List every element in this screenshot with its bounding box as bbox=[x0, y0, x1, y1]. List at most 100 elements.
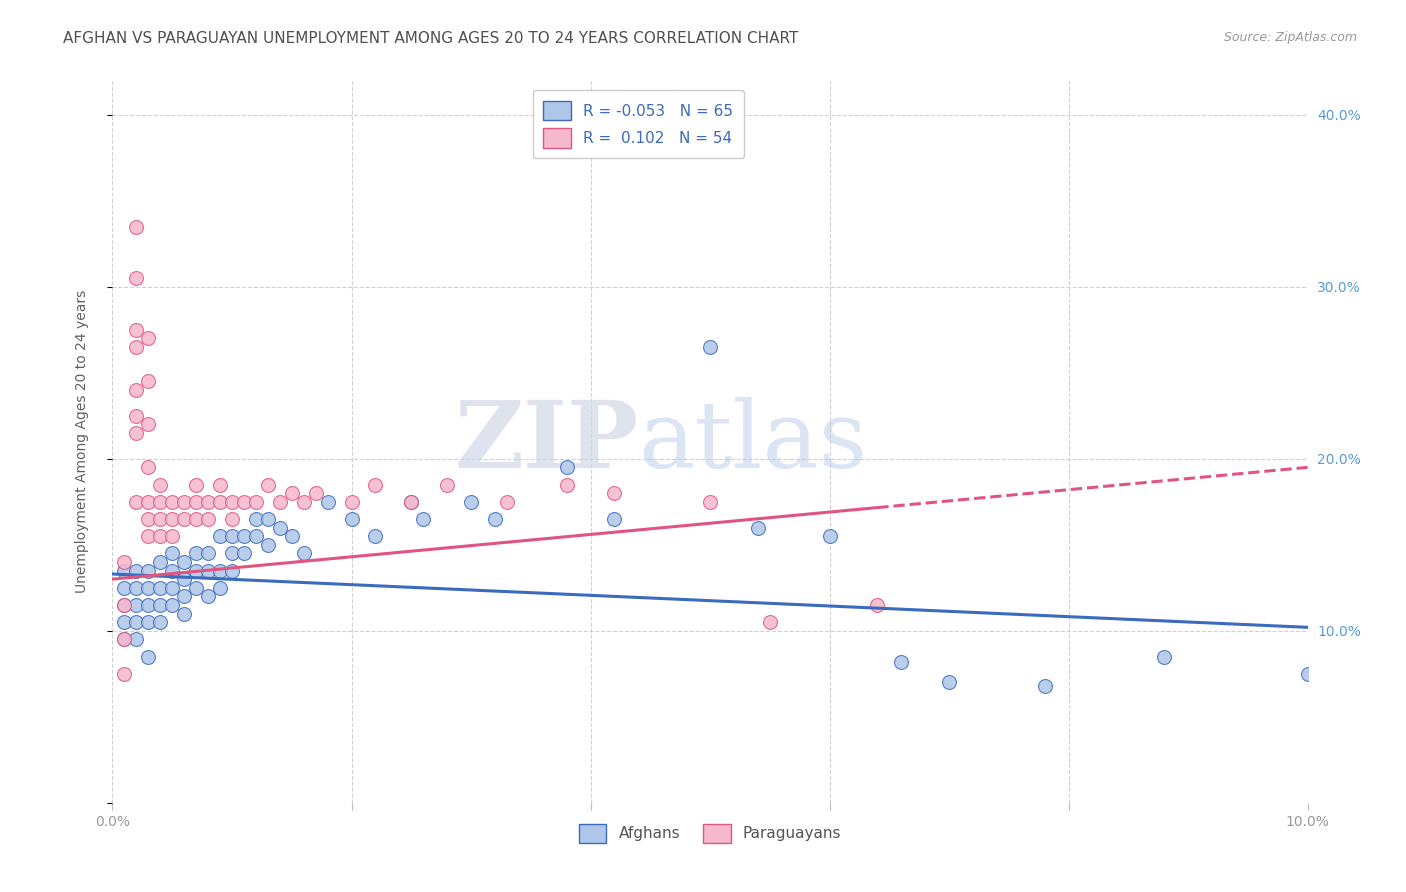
Point bbox=[149, 615, 172, 630]
Point bbox=[245, 529, 267, 543]
Point bbox=[603, 486, 626, 500]
Point bbox=[281, 486, 304, 500]
Point bbox=[866, 598, 889, 612]
Point bbox=[699, 340, 721, 354]
Point bbox=[114, 564, 135, 578]
Text: ZIP: ZIP bbox=[454, 397, 638, 486]
Point bbox=[221, 564, 243, 578]
Point bbox=[138, 512, 160, 526]
Point bbox=[138, 529, 160, 543]
Point bbox=[197, 494, 219, 508]
Point bbox=[162, 529, 183, 543]
Point bbox=[233, 494, 256, 508]
Point bbox=[603, 512, 626, 526]
Text: atlas: atlas bbox=[638, 397, 868, 486]
Point bbox=[340, 494, 363, 508]
Point bbox=[555, 460, 578, 475]
Point bbox=[316, 494, 339, 508]
Point bbox=[162, 598, 183, 612]
Point bbox=[138, 331, 160, 345]
Point bbox=[162, 494, 183, 508]
Point bbox=[173, 512, 195, 526]
Point bbox=[173, 607, 195, 621]
Point bbox=[173, 494, 195, 508]
Point bbox=[233, 529, 256, 543]
Point bbox=[364, 477, 387, 491]
Point bbox=[245, 512, 267, 526]
Point bbox=[138, 564, 160, 578]
Point bbox=[125, 425, 148, 440]
Point bbox=[197, 512, 219, 526]
Point bbox=[114, 666, 135, 681]
Point bbox=[496, 494, 519, 508]
Point bbox=[173, 555, 195, 569]
Text: AFGHAN VS PARAGUAYAN UNEMPLOYMENT AMONG AGES 20 TO 24 YEARS CORRELATION CHART: AFGHAN VS PARAGUAYAN UNEMPLOYMENT AMONG … bbox=[63, 31, 799, 46]
Point bbox=[292, 546, 315, 560]
Point bbox=[149, 494, 172, 508]
Point bbox=[401, 494, 423, 508]
Point bbox=[699, 494, 721, 508]
Point bbox=[138, 615, 160, 630]
Point bbox=[305, 486, 328, 500]
Point bbox=[209, 477, 232, 491]
Point bbox=[209, 494, 232, 508]
Point bbox=[149, 477, 172, 491]
Point bbox=[138, 494, 160, 508]
Point bbox=[197, 564, 219, 578]
Point bbox=[460, 494, 482, 508]
Legend: Afghans, Paraguayans: Afghans, Paraguayans bbox=[572, 817, 848, 849]
Point bbox=[114, 598, 135, 612]
Point bbox=[125, 494, 148, 508]
Point bbox=[114, 615, 135, 630]
Point bbox=[162, 512, 183, 526]
Point bbox=[186, 477, 208, 491]
Point bbox=[138, 417, 160, 432]
Point bbox=[173, 572, 195, 586]
Point bbox=[401, 494, 423, 508]
Point bbox=[149, 581, 172, 595]
Point bbox=[149, 598, 172, 612]
Point bbox=[149, 555, 172, 569]
Point bbox=[364, 529, 387, 543]
Point bbox=[162, 564, 183, 578]
Point bbox=[221, 546, 243, 560]
Point bbox=[818, 529, 841, 543]
Point bbox=[162, 546, 183, 560]
Point bbox=[1153, 649, 1175, 664]
Point bbox=[221, 512, 243, 526]
Point bbox=[209, 581, 232, 595]
Point bbox=[436, 477, 458, 491]
Text: Source: ZipAtlas.com: Source: ZipAtlas.com bbox=[1223, 31, 1357, 45]
Point bbox=[125, 615, 148, 630]
Point bbox=[257, 538, 280, 552]
Y-axis label: Unemployment Among Ages 20 to 24 years: Unemployment Among Ages 20 to 24 years bbox=[75, 290, 89, 593]
Point bbox=[890, 655, 912, 669]
Point bbox=[186, 564, 208, 578]
Point bbox=[125, 581, 148, 595]
Point bbox=[221, 529, 243, 543]
Point bbox=[186, 512, 208, 526]
Point bbox=[245, 494, 267, 508]
Point bbox=[209, 529, 232, 543]
Point bbox=[292, 494, 315, 508]
Point bbox=[114, 632, 135, 647]
Point bbox=[412, 512, 434, 526]
Point bbox=[257, 477, 280, 491]
Point bbox=[125, 340, 148, 354]
Point bbox=[747, 520, 769, 534]
Point bbox=[125, 271, 148, 285]
Point bbox=[114, 581, 135, 595]
Point bbox=[233, 546, 256, 560]
Point bbox=[281, 529, 304, 543]
Point bbox=[269, 494, 291, 508]
Point bbox=[186, 546, 208, 560]
Point bbox=[257, 512, 280, 526]
Point bbox=[938, 675, 960, 690]
Point bbox=[138, 649, 160, 664]
Point bbox=[269, 520, 291, 534]
Point bbox=[138, 460, 160, 475]
Point bbox=[340, 512, 363, 526]
Point bbox=[759, 615, 782, 630]
Point bbox=[125, 632, 148, 647]
Point bbox=[125, 598, 148, 612]
